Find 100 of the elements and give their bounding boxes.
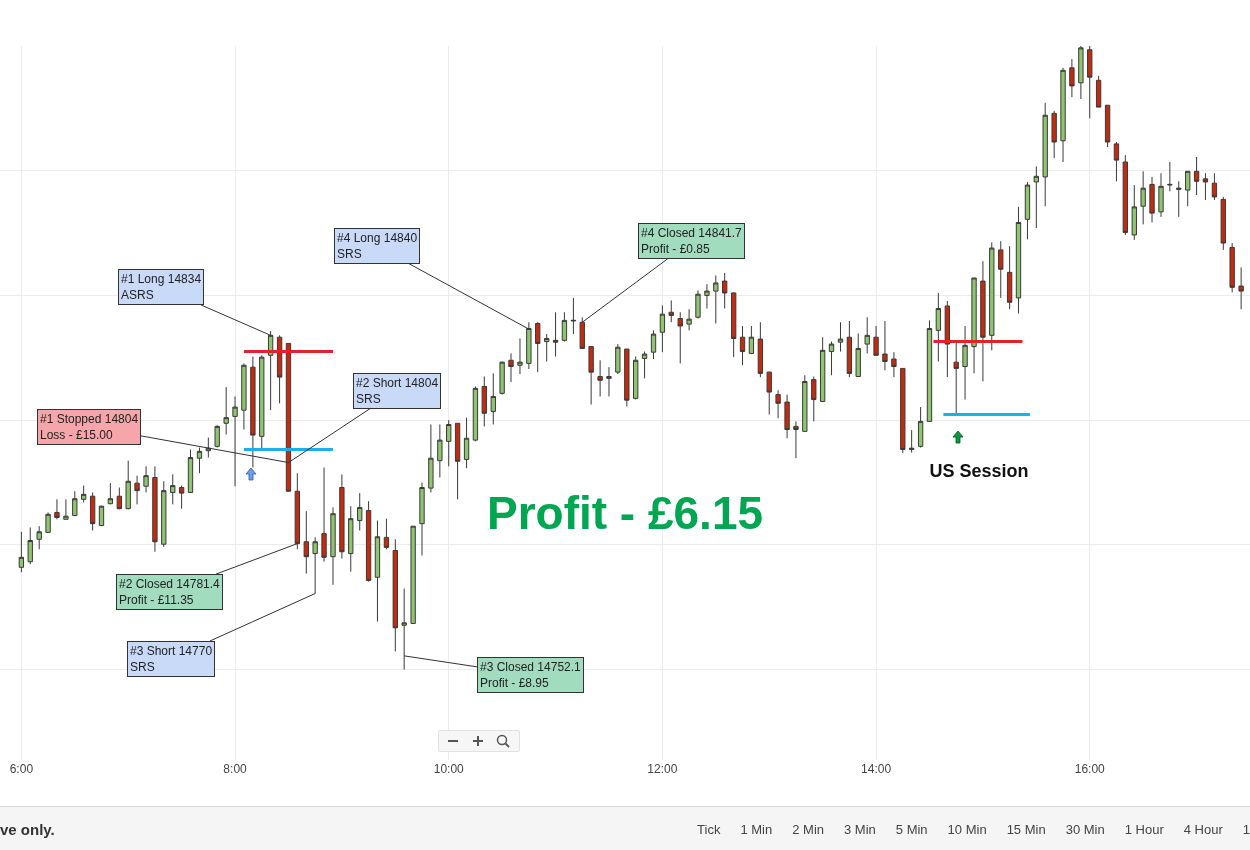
candlestick bbox=[1131, 184, 1137, 241]
candlestick bbox=[650, 329, 657, 360]
candlestick bbox=[36, 525, 42, 550]
candlestick bbox=[1185, 170, 1191, 207]
annotation: #2 Short 14804 SRS bbox=[356, 376, 439, 406]
candlestick bbox=[757, 321, 764, 378]
candlestick bbox=[953, 341, 959, 416]
candlestick bbox=[766, 371, 772, 416]
candlestick bbox=[748, 325, 755, 355]
candlestick bbox=[1006, 245, 1013, 310]
text: Tick bbox=[697, 822, 721, 837]
candlestick bbox=[855, 332, 861, 377]
candlestick bbox=[392, 538, 398, 652]
candlestick bbox=[641, 351, 648, 379]
candlestick bbox=[134, 475, 140, 505]
candlestick bbox=[1229, 242, 1235, 293]
candlestick bbox=[633, 356, 639, 401]
text: 2 Min bbox=[792, 822, 825, 837]
candlestick bbox=[962, 325, 968, 401]
candlestick bbox=[739, 325, 746, 366]
candlestick bbox=[1042, 102, 1048, 207]
candlestick bbox=[1220, 196, 1226, 251]
candlestick bbox=[499, 361, 505, 396]
candlestick bbox=[107, 482, 114, 505]
candlestick bbox=[116, 487, 123, 510]
candlestick bbox=[998, 240, 1004, 299]
candlestick bbox=[926, 319, 933, 422]
candlestick bbox=[365, 500, 372, 583]
text: 30 Min bbox=[1065, 822, 1105, 837]
candlestick bbox=[944, 300, 950, 378]
candlestick bbox=[802, 374, 808, 432]
candlestick bbox=[143, 465, 149, 493]
candlestick bbox=[900, 367, 906, 454]
candlestick bbox=[446, 419, 452, 467]
x-tick-label: 6:00 bbox=[9, 762, 34, 776]
candlestick bbox=[72, 490, 78, 517]
candlestick bbox=[989, 241, 995, 351]
candlestick bbox=[971, 277, 977, 374]
candlestick bbox=[1238, 266, 1244, 310]
candlestick bbox=[828, 341, 835, 376]
candlestick bbox=[63, 498, 69, 520]
annotation: #4 Long 14840 SRS bbox=[337, 231, 418, 261]
candlestick bbox=[588, 346, 594, 406]
candlestick bbox=[1051, 110, 1057, 159]
x-tick-label: 8:00 bbox=[223, 762, 248, 776]
candlestick bbox=[544, 333, 550, 363]
candlestick bbox=[303, 510, 309, 575]
candlestick bbox=[1015, 206, 1022, 315]
candlestick bbox=[1104, 104, 1111, 148]
candlestick bbox=[570, 297, 577, 335]
candlestick bbox=[170, 473, 176, 505]
candlestick bbox=[410, 525, 416, 624]
text: 5 Min bbox=[895, 822, 928, 837]
candlestick bbox=[348, 505, 354, 573]
candlestick bbox=[819, 336, 826, 403]
candlestick bbox=[1158, 172, 1164, 218]
text: 1 Min bbox=[740, 822, 773, 837]
annotation: #3 Closed 14752.1 Profit - £8.95 bbox=[480, 660, 582, 690]
candlestick bbox=[161, 480, 167, 548]
candlestick bbox=[668, 299, 674, 323]
candlestick bbox=[891, 351, 897, 378]
x-tick-label: 16:00 bbox=[1074, 762, 1106, 776]
candlestick bbox=[330, 506, 336, 586]
candlestick bbox=[357, 492, 363, 532]
candlestick bbox=[873, 325, 879, 356]
candlestick bbox=[686, 308, 692, 331]
text: ve only. bbox=[0, 821, 55, 838]
candlestick bbox=[695, 289, 701, 319]
candlestick bbox=[882, 320, 888, 371]
candlestick bbox=[1069, 58, 1075, 98]
candlestick bbox=[1060, 67, 1066, 163]
candlestick bbox=[178, 485, 185, 510]
candlestick bbox=[54, 498, 60, 520]
candlestick bbox=[472, 385, 479, 442]
candlestick bbox=[597, 359, 603, 397]
candlestick bbox=[864, 316, 870, 354]
candlestick bbox=[1113, 141, 1120, 182]
candlestick bbox=[339, 473, 345, 560]
x-tick-label: 10:00 bbox=[433, 762, 465, 776]
candlestick bbox=[374, 520, 381, 623]
candlestick bbox=[259, 354, 265, 450]
candlestick bbox=[1176, 180, 1182, 218]
candlestick bbox=[1024, 181, 1031, 240]
text: 4 Hour bbox=[1183, 822, 1223, 837]
candlestick bbox=[535, 321, 541, 373]
candlestick bbox=[561, 311, 568, 343]
candlestick bbox=[80, 485, 87, 503]
candlestick bbox=[437, 424, 443, 479]
text: 1 Hour bbox=[1124, 822, 1164, 837]
x-tick-label: 12:00 bbox=[647, 762, 678, 776]
candlestick bbox=[552, 311, 559, 358]
candlestick bbox=[793, 420, 799, 459]
annotation: #4 Closed 14841.7 Profit - £0.85 bbox=[641, 226, 743, 256]
candlestick bbox=[241, 362, 247, 430]
candlestick bbox=[18, 531, 25, 573]
text: 3 Min bbox=[844, 822, 876, 837]
candlestick bbox=[784, 394, 790, 439]
candlestick bbox=[730, 291, 737, 358]
candlestick bbox=[1095, 75, 1102, 108]
candlestick bbox=[276, 334, 283, 404]
